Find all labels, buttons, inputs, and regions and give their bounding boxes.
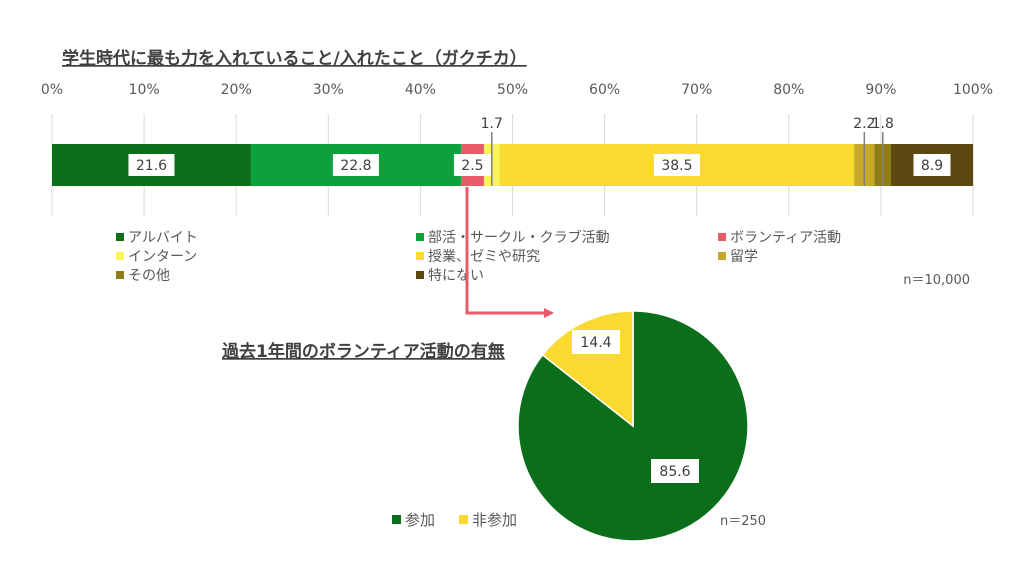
legend-entry: 特にない bbox=[428, 268, 484, 284]
pie-data-label: 85.6 bbox=[659, 464, 690, 480]
data-label: 38.5 bbox=[661, 158, 692, 174]
x-tick-label: 90% bbox=[865, 82, 896, 98]
legend-entry: アルバイト bbox=[128, 230, 198, 246]
x-tick-label: 20% bbox=[221, 82, 252, 98]
legend-entry: 部活・サークル・クラブ活動 bbox=[428, 229, 610, 246]
data-label-box bbox=[128, 154, 175, 176]
x-tick-label: 80% bbox=[773, 82, 804, 98]
data-label-box bbox=[913, 154, 951, 176]
x-tick-label: 70% bbox=[681, 82, 712, 98]
bar-chart-title: 学生時代に最も力を入れていること/入れたこと（ガクチカ） bbox=[62, 48, 527, 69]
legend-swatch bbox=[116, 252, 124, 260]
pie-label-box bbox=[572, 330, 620, 354]
data-label-box bbox=[653, 154, 700, 176]
data-label-box bbox=[332, 154, 379, 176]
x-tick-label: 60% bbox=[589, 82, 620, 98]
pie-data-labels: 85.6 14.4 bbox=[572, 330, 699, 483]
connector-arrow bbox=[465, 187, 554, 318]
legend-swatch bbox=[718, 252, 726, 260]
data-label: 1.7 bbox=[481, 116, 503, 132]
pie-label-box bbox=[651, 459, 699, 483]
data-label: 2.2 bbox=[853, 116, 875, 132]
pie-chart-title: 過去1年間のボランティア活動の有無 bbox=[222, 341, 505, 362]
legend-entry: その他 bbox=[128, 268, 170, 284]
legend-entry: 留学 bbox=[730, 249, 758, 265]
legend-entry: 授業、ゼミや研究 bbox=[428, 249, 540, 265]
legend-swatch bbox=[718, 233, 726, 241]
data-label-box bbox=[453, 154, 491, 176]
legend-swatch bbox=[416, 252, 424, 260]
pie-data-label: 14.4 bbox=[580, 335, 611, 351]
bar-data-labels: 21.6 22.8 2.5 1.7 38.5 2.21.8 8.9 bbox=[128, 116, 951, 186]
x-tick-label: 10% bbox=[129, 82, 160, 98]
legend-entry: インターン bbox=[128, 249, 197, 265]
x-tick-label: 50% bbox=[497, 82, 528, 98]
legend-swatch bbox=[459, 515, 468, 524]
x-tick-label: 40% bbox=[405, 82, 436, 98]
legend-swatch bbox=[416, 271, 424, 279]
data-label: 21.6 bbox=[136, 158, 167, 174]
legend-swatch bbox=[116, 233, 124, 241]
legend-entry: 非参加 bbox=[472, 511, 517, 529]
x-tick-label: 100% bbox=[953, 82, 993, 98]
bar-x-axis: 0% 10% 20% 30% 40% 50% 60% 70% 80% 90% 100% bbox=[41, 82, 993, 98]
data-label: 8.9 bbox=[921, 158, 943, 174]
pie-sample-size: n＝250 bbox=[720, 514, 766, 529]
legend-swatch bbox=[116, 271, 124, 279]
stacked-bar bbox=[52, 144, 973, 186]
data-label: 1.8 bbox=[872, 116, 894, 132]
pie-chart bbox=[517, 310, 749, 542]
x-tick-label: 30% bbox=[313, 82, 344, 98]
legend-swatch bbox=[416, 233, 424, 241]
legend-swatch bbox=[392, 515, 401, 524]
pie-legend: 参加 非参加 bbox=[392, 511, 517, 529]
legend-entry: 参加 bbox=[405, 511, 435, 529]
data-label: 22.8 bbox=[340, 158, 371, 174]
x-tick-label: 0% bbox=[41, 82, 63, 98]
bar-sample-size: n＝10,000 bbox=[903, 273, 970, 288]
legend-entry: ボランティア活動 bbox=[730, 230, 841, 246]
data-label: 2.5 bbox=[461, 158, 483, 174]
